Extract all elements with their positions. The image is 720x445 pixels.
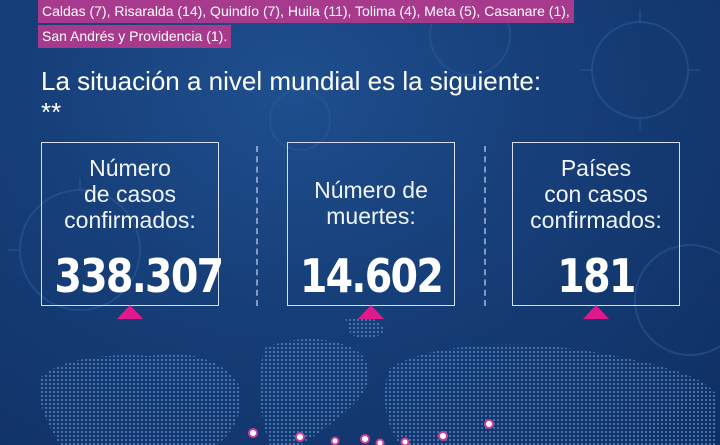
map-marker [295,432,305,442]
stat-label-line: Países [560,155,632,181]
stat-label-line: muertes: [326,203,416,229]
map-marker [375,438,385,445]
department-list-line-1: Caldas (7), Risaralda (14), Quindío (7),… [38,0,574,23]
dashed-divider [484,146,486,306]
map-marker [330,436,340,445]
confirmed-cases-value: 338.307 [54,249,224,303]
stat-label-line: confirmados: [64,207,196,233]
deaths-value: 14.602 [299,249,444,303]
stat-label-line: confirmados: [530,207,662,233]
map-marker [400,437,410,445]
stat-label-line: con casos [544,181,648,207]
pink-triangle-icon [117,305,143,319]
stat-card-countries: Países con casos confirmados: 181 [512,142,680,319]
stat-label-line: Número [89,155,171,181]
stat-label-line: de casos [83,181,177,207]
map-marker [484,419,494,429]
department-cases-banner: Caldas (7), Risaralda (14), Quindío (7),… [38,0,574,50]
world-situation-title: La situación a nivel mundial es la sigui… [41,66,542,127]
map-marker [438,431,448,441]
map-marker [360,434,370,444]
map-marker [248,428,258,438]
pink-triangle-icon [358,305,384,319]
stat-label-line: Número de [314,177,428,203]
stat-card-deaths: Número de muertes: 14.602 [287,142,455,319]
stat-card-confirmed-cases: Número de casos confirmados: 338.307 [41,142,224,319]
pink-triangle-icon [583,305,609,319]
world-map [39,318,715,445]
dashed-divider [256,146,258,306]
countries-value: 181 [557,249,636,303]
department-list-line-2: San Andrés y Providencia (1). [38,25,232,48]
